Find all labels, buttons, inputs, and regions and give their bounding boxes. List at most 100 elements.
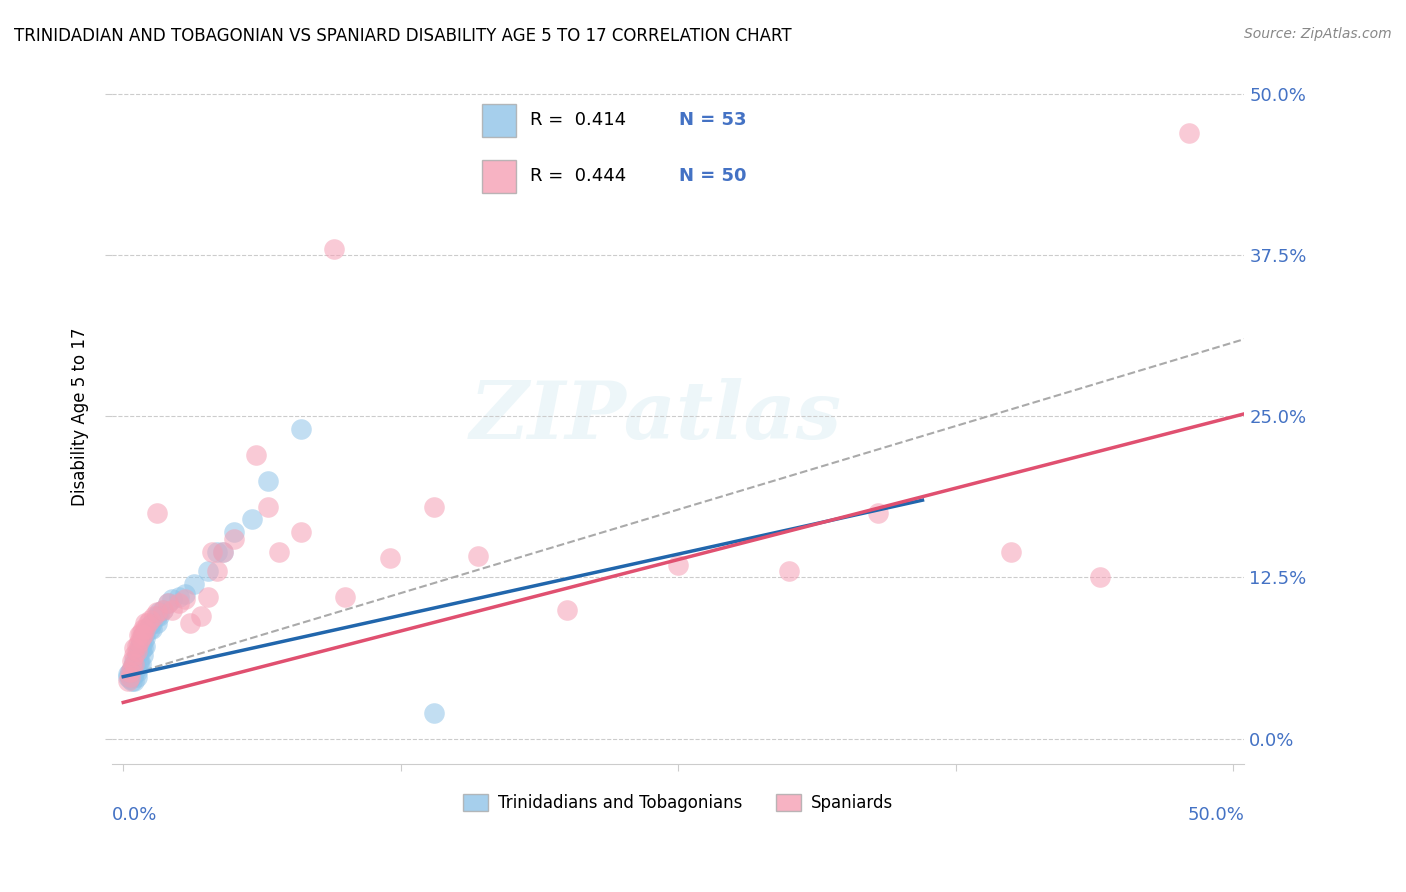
Point	[117, 670, 139, 684]
Point	[148, 605, 170, 619]
Text: TRINIDADIAN AND TOBAGONIAN VS SPANIARD DISABILITY AGE 5 TO 17 CORRELATION CHART: TRINIDADIAN AND TOBAGONIAN VS SPANIARD D…	[14, 27, 792, 45]
Point	[156, 596, 179, 610]
Point	[134, 622, 156, 636]
Point	[555, 602, 578, 616]
Point	[205, 544, 228, 558]
Point	[290, 525, 312, 540]
Point	[378, 551, 401, 566]
Point	[1178, 126, 1201, 140]
Point	[129, 639, 152, 653]
Point	[139, 618, 162, 632]
Point	[290, 422, 312, 436]
Point	[666, 558, 689, 572]
Point	[128, 654, 150, 668]
Point	[423, 706, 446, 720]
Point	[132, 628, 155, 642]
Point	[197, 590, 219, 604]
Point	[118, 665, 141, 679]
Point	[156, 596, 179, 610]
Point	[141, 622, 163, 636]
Point	[117, 667, 139, 681]
Point	[125, 665, 148, 679]
Point	[224, 532, 246, 546]
Point	[179, 615, 201, 630]
Point	[129, 625, 152, 640]
Point	[148, 609, 170, 624]
Point	[134, 615, 156, 630]
Point	[141, 615, 163, 630]
Point	[121, 660, 143, 674]
Point	[145, 609, 167, 624]
Point	[136, 615, 159, 630]
Point	[132, 622, 155, 636]
Point	[167, 596, 190, 610]
Point	[197, 564, 219, 578]
Point	[134, 631, 156, 645]
Point	[778, 564, 800, 578]
Point	[256, 500, 278, 514]
Point	[868, 506, 890, 520]
Point	[124, 667, 146, 681]
Point	[129, 635, 152, 649]
Point	[139, 622, 162, 636]
Point	[132, 628, 155, 642]
Point	[124, 648, 146, 662]
Point	[152, 602, 174, 616]
Point	[125, 670, 148, 684]
Point	[124, 654, 146, 668]
Point	[212, 544, 235, 558]
Point	[125, 648, 148, 662]
Point	[134, 625, 156, 640]
Point	[256, 474, 278, 488]
Point	[129, 631, 152, 645]
Point	[240, 512, 263, 526]
Point	[118, 665, 141, 679]
Point	[139, 613, 162, 627]
Point	[125, 639, 148, 653]
Point	[174, 587, 197, 601]
Point	[145, 506, 167, 520]
Point	[121, 670, 143, 684]
Text: ZIPatlas: ZIPatlas	[470, 377, 842, 455]
Point	[124, 673, 146, 688]
Point	[423, 500, 446, 514]
Text: 0.0%: 0.0%	[112, 806, 157, 824]
Point	[124, 657, 146, 671]
Point	[134, 639, 156, 653]
Point	[174, 592, 197, 607]
Point	[201, 544, 224, 558]
Point	[160, 592, 183, 607]
Point	[125, 660, 148, 674]
Point	[183, 577, 205, 591]
Point	[124, 641, 146, 656]
Point	[121, 654, 143, 668]
Point	[129, 657, 152, 671]
Point	[467, 549, 489, 563]
Point	[125, 644, 148, 658]
Point	[224, 525, 246, 540]
Point	[152, 602, 174, 616]
Point	[128, 628, 150, 642]
Point	[323, 242, 346, 256]
Point	[132, 635, 155, 649]
Point	[117, 673, 139, 688]
Point	[121, 660, 143, 674]
Point	[143, 609, 166, 624]
Point	[167, 590, 190, 604]
Point	[132, 641, 155, 656]
Point	[335, 590, 357, 604]
Point	[118, 672, 141, 686]
Point	[121, 667, 143, 681]
Point	[212, 544, 235, 558]
Text: 50.0%: 50.0%	[1188, 806, 1244, 824]
Point	[121, 673, 143, 688]
Point	[205, 564, 228, 578]
Legend: Trinidadians and Tobagonians, Spaniards: Trinidadians and Tobagonians, Spaniards	[457, 787, 900, 819]
Y-axis label: Disability Age 5 to 17: Disability Age 5 to 17	[72, 327, 89, 506]
Point	[267, 544, 290, 558]
Point	[1000, 544, 1022, 558]
Point	[160, 602, 183, 616]
Point	[145, 615, 167, 630]
Point	[128, 657, 150, 671]
Point	[1088, 570, 1111, 584]
